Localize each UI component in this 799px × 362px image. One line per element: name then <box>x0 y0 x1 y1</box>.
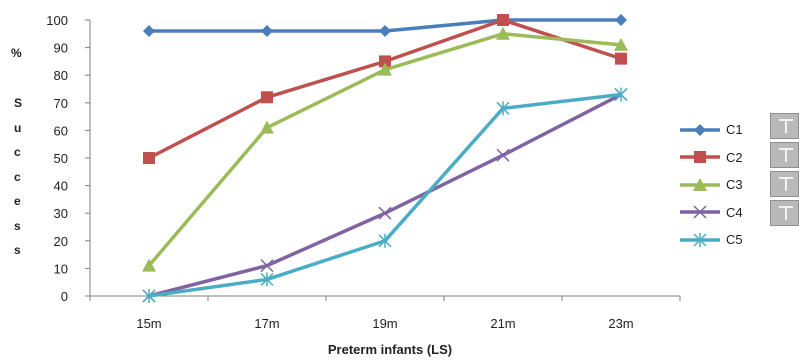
y-axis-title-letter: S <box>14 96 23 110</box>
legend-swatch <box>680 123 720 136</box>
y-tick-label: 100 <box>46 13 68 28</box>
legend-swatch <box>680 151 720 164</box>
thumbnail-image <box>770 142 799 168</box>
data-point-c3 <box>614 37 628 51</box>
x-tick-label: 17m <box>254 316 279 331</box>
y-tick-label: 70 <box>54 96 68 111</box>
y-tick-label: 80 <box>54 68 68 83</box>
x-tick-label: 15m <box>136 316 161 331</box>
legend-swatch <box>680 205 720 219</box>
y-tick-label: 20 <box>54 234 68 249</box>
y-axis-percent-label: % <box>11 46 22 60</box>
data-point-c3 <box>378 62 392 76</box>
legend-marker <box>694 123 706 136</box>
legend-marker <box>693 232 707 247</box>
data-point-c5 <box>260 272 274 287</box>
thumbnail-image <box>770 113 799 139</box>
y-axis-title-letter: s <box>14 218 21 233</box>
data-point-c2 <box>615 52 627 65</box>
y-tick-label: 40 <box>54 179 68 194</box>
legend-marker <box>694 151 706 164</box>
y-axis-title-letter: c <box>14 169 21 184</box>
legend-item: C5 <box>680 226 743 254</box>
data-point-c5 <box>378 233 392 248</box>
y-axis-title-letter: u <box>14 120 22 135</box>
y-tick-label: 0 <box>61 289 68 304</box>
data-point-c1 <box>615 14 627 26</box>
y-tick-label: 50 <box>54 151 68 166</box>
legend-item: C3 <box>680 171 743 199</box>
y-tick-label: 60 <box>54 123 68 138</box>
series-line-c4 <box>148 92 622 298</box>
legend-item: C2 <box>680 144 743 172</box>
data-point-c2 <box>143 152 155 164</box>
data-point-c1 <box>143 25 155 38</box>
y-axis-title-letter: e <box>14 194 21 208</box>
series-line-c5 <box>148 92 622 298</box>
legend-label: C1 <box>726 122 743 138</box>
y-tick-label: 30 <box>54 206 68 221</box>
data-point-c3 <box>260 120 274 134</box>
data-point-c2 <box>497 14 509 26</box>
data-point-c2 <box>379 55 391 68</box>
data-point-c5 <box>142 289 156 303</box>
data-point-c4 <box>378 206 392 220</box>
legend-label: C5 <box>726 232 743 248</box>
legend-marker <box>693 205 707 219</box>
x-tick-label: 23m <box>608 316 633 331</box>
data-point-c5 <box>614 87 628 102</box>
x-tick-label: 21m <box>490 316 515 331</box>
thumbnail-image <box>770 200 799 226</box>
data-point-c1 <box>261 25 273 38</box>
legend-marker <box>693 177 707 191</box>
legend-swatch <box>680 177 720 191</box>
thumbnail-image <box>770 171 799 197</box>
legend-swatch <box>680 232 720 247</box>
thumbnail-strip <box>770 113 799 229</box>
y-axis-title-letter: s <box>14 243 21 257</box>
legend-label: C2 <box>726 149 743 165</box>
y-tick-label: 10 <box>54 261 68 276</box>
legend-label: C4 <box>726 204 743 220</box>
legend-item: C4 <box>680 199 743 227</box>
series-line-c2 <box>148 18 622 160</box>
legend: C1 C2 C3 C4 C5 <box>680 116 743 254</box>
data-point-c2 <box>261 91 273 104</box>
data-point-c1 <box>379 25 391 38</box>
data-point-c5 <box>496 101 510 116</box>
data-point-c3 <box>142 258 156 272</box>
x-axis-title: Preterm infants (LS) <box>327 342 453 357</box>
y-tick-label: 90 <box>54 41 68 56</box>
y-axis-title-letter: c <box>14 145 21 159</box>
data-point-c4 <box>496 148 510 162</box>
data-point-c3 <box>496 26 510 40</box>
x-tick-label: 19m <box>372 316 397 331</box>
legend-item: C1 <box>680 116 743 144</box>
data-point-c4 <box>260 259 274 273</box>
legend-label: C3 <box>726 177 743 193</box>
